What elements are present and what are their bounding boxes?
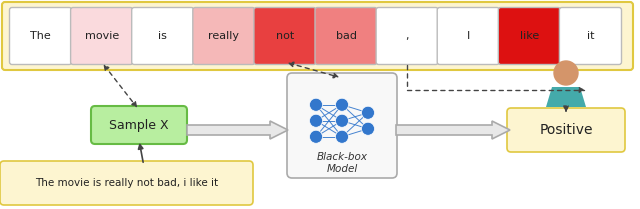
FancyBboxPatch shape: [287, 73, 397, 178]
Circle shape: [362, 106, 374, 119]
FancyBboxPatch shape: [0, 161, 253, 205]
FancyBboxPatch shape: [559, 8, 621, 65]
FancyBboxPatch shape: [507, 108, 625, 152]
Polygon shape: [546, 87, 586, 107]
Text: ,: ,: [405, 31, 409, 41]
FancyBboxPatch shape: [70, 8, 132, 65]
Text: bad: bad: [335, 31, 356, 41]
Polygon shape: [396, 121, 510, 139]
Text: The: The: [30, 31, 51, 41]
Circle shape: [310, 98, 323, 111]
FancyBboxPatch shape: [91, 106, 187, 144]
Circle shape: [335, 130, 349, 143]
Text: I: I: [467, 31, 470, 41]
FancyBboxPatch shape: [10, 8, 72, 65]
Circle shape: [335, 114, 349, 127]
Text: is: is: [158, 31, 167, 41]
FancyBboxPatch shape: [376, 8, 438, 65]
Circle shape: [310, 130, 323, 143]
Text: not: not: [276, 31, 294, 41]
Text: Positive: Positive: [540, 123, 593, 137]
FancyBboxPatch shape: [437, 8, 499, 65]
FancyBboxPatch shape: [193, 8, 255, 65]
Text: really: really: [209, 31, 239, 41]
Circle shape: [310, 114, 323, 127]
Text: The movie is really not bad, i like it: The movie is really not bad, i like it: [35, 178, 218, 188]
FancyBboxPatch shape: [254, 8, 316, 65]
Text: Sample X: Sample X: [109, 119, 169, 131]
Circle shape: [335, 98, 349, 111]
FancyBboxPatch shape: [315, 8, 377, 65]
Text: it: it: [587, 31, 594, 41]
Text: Black-box
Model: Black-box Model: [317, 152, 367, 174]
FancyBboxPatch shape: [132, 8, 194, 65]
Circle shape: [554, 61, 578, 85]
FancyBboxPatch shape: [2, 2, 633, 70]
Text: movie: movie: [84, 31, 119, 41]
FancyBboxPatch shape: [499, 8, 561, 65]
Text: like: like: [520, 31, 539, 41]
Polygon shape: [187, 121, 288, 139]
Circle shape: [362, 122, 374, 135]
